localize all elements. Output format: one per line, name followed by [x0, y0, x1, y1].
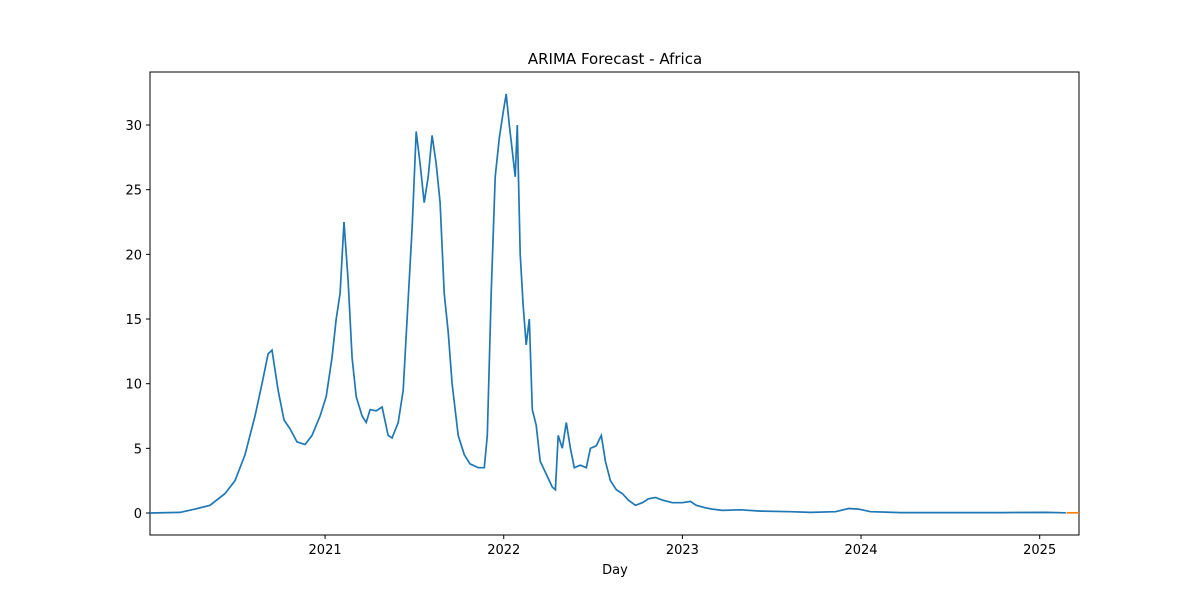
y-tick-label: 10 — [125, 378, 142, 393]
x-tick-label: 2023 — [666, 543, 699, 558]
y-tick-label: 5 — [134, 442, 142, 457]
y-tick-label: 15 — [125, 313, 142, 328]
y-tick-label: 20 — [125, 248, 142, 263]
y-tick-label: 30 — [125, 119, 142, 134]
x-tick-label: 2021 — [309, 543, 342, 558]
x-tick-label: 2022 — [487, 543, 520, 558]
y-tick-label: 0 — [134, 507, 142, 522]
x-tick-label: 2024 — [844, 543, 877, 558]
y-tick-label: 25 — [125, 184, 142, 199]
plot-frame — [149, 71, 1080, 536]
series-line — [149, 93, 1066, 514]
x-axis-label: Day — [602, 563, 628, 578]
x-tick-label: 2025 — [1023, 543, 1056, 558]
chart-title: ARIMA Forecast - Africa — [528, 50, 702, 68]
